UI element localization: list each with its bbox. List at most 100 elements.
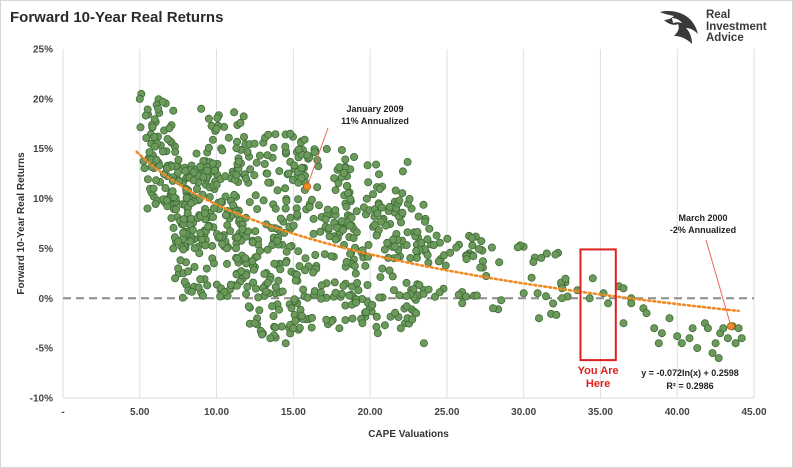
data-point (179, 228, 188, 237)
data-point (657, 329, 666, 338)
data-point (236, 118, 245, 127)
data-point (204, 114, 213, 123)
data-point (337, 145, 346, 154)
data-points (135, 89, 746, 363)
data-point (149, 184, 158, 193)
data-point (472, 291, 481, 300)
data-point (714, 354, 723, 363)
data-point (264, 178, 273, 187)
data-point (260, 269, 269, 278)
data-point (619, 284, 628, 293)
data-point (282, 197, 291, 206)
data-point (341, 316, 350, 325)
data-point (289, 324, 298, 333)
data-point (673, 332, 682, 341)
y-tick-label: 20% (33, 94, 53, 105)
data-point (221, 192, 230, 201)
data-point (174, 264, 183, 273)
x-tick-label: 35.00 (588, 407, 613, 418)
data-point (389, 286, 398, 295)
data-point (294, 247, 303, 256)
data-point (190, 262, 199, 271)
data-point (158, 97, 167, 106)
data-point (163, 164, 172, 173)
logo-line: Real (706, 9, 731, 21)
data-point (535, 314, 544, 323)
data-point (495, 258, 504, 267)
data-point (199, 173, 208, 182)
data-point (688, 324, 697, 333)
data-point (446, 248, 455, 257)
data-point (377, 203, 386, 212)
data-point (281, 204, 290, 213)
data-point (395, 196, 404, 205)
data-point (303, 293, 312, 302)
data-point (232, 170, 241, 179)
data-point (361, 307, 370, 316)
data-point (303, 151, 312, 160)
data-point (363, 161, 372, 170)
data-point (176, 256, 185, 265)
data-point (619, 319, 628, 328)
data-point (271, 130, 280, 139)
data-point (340, 168, 349, 177)
data-point (252, 158, 261, 167)
data-point (375, 184, 384, 193)
data-point (420, 217, 429, 226)
data-point (316, 288, 325, 297)
data-point (331, 186, 340, 195)
data-point (275, 167, 284, 176)
data-point (135, 94, 144, 103)
data-point (271, 323, 280, 332)
data-point (468, 241, 477, 250)
data-point (331, 288, 340, 297)
data-point (429, 241, 438, 250)
data-point (167, 214, 176, 223)
data-point (189, 168, 198, 177)
data-point (588, 274, 597, 283)
data-point (452, 243, 461, 252)
data-point (345, 291, 354, 300)
data-point (208, 135, 217, 144)
you-are-here-box (579, 248, 617, 362)
annotation-arrow (705, 239, 732, 327)
data-point (300, 135, 309, 144)
data-point (301, 254, 310, 263)
data-point (141, 111, 150, 120)
data-point (307, 323, 316, 332)
data-point (136, 123, 145, 132)
x-tick-label: - (61, 407, 64, 418)
data-point (186, 214, 195, 223)
data-point (253, 205, 262, 214)
data-point (198, 291, 207, 300)
data-point (270, 259, 279, 268)
data-point (469, 252, 478, 261)
data-point (215, 232, 224, 241)
data-point (341, 301, 350, 310)
data-point (281, 258, 290, 267)
data-point (561, 274, 570, 283)
data-point (711, 339, 720, 348)
data-point (261, 287, 270, 296)
data-point (171, 205, 180, 214)
data-point (208, 213, 217, 222)
data-point (650, 324, 659, 333)
data-point (708, 349, 717, 358)
data-point (276, 214, 285, 223)
data-point (309, 268, 318, 277)
data-point (290, 295, 299, 304)
data-point (140, 164, 149, 173)
data-point (307, 195, 316, 204)
data-point (234, 157, 243, 166)
data-point (665, 314, 674, 323)
data-point (233, 233, 242, 242)
data-point (250, 319, 259, 328)
data-point (454, 290, 463, 299)
data-point (337, 217, 346, 226)
data-point (361, 261, 370, 270)
data-point (246, 165, 255, 174)
data-point (368, 190, 377, 199)
data-point (269, 311, 278, 320)
data-point (294, 195, 303, 204)
data-point (150, 142, 159, 151)
